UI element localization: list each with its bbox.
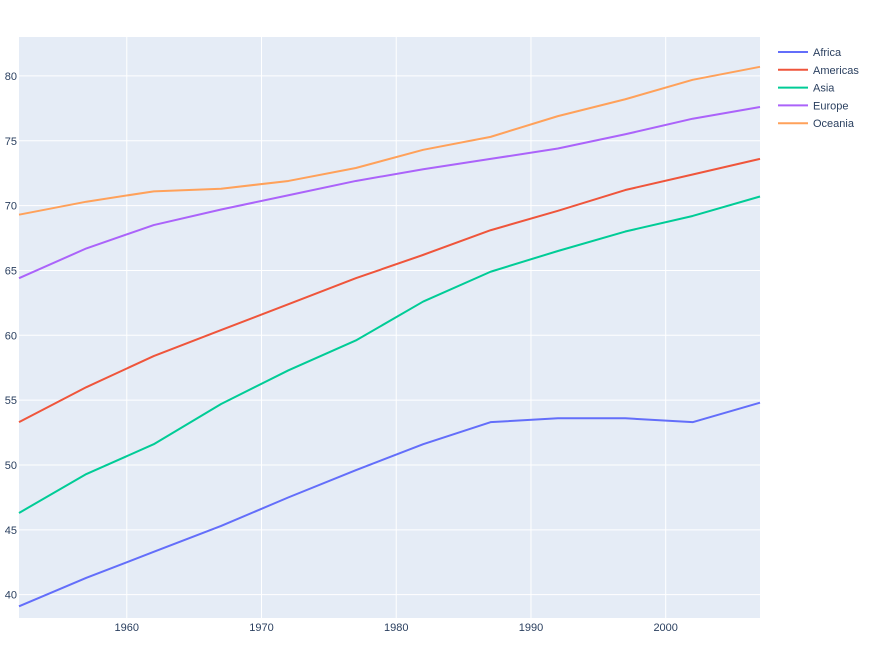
- series-line-africa: [18, 401, 761, 608]
- series-line-asia: [18, 195, 761, 514]
- y-tick-label: 60: [5, 330, 17, 342]
- x-tick-label: 1960: [115, 622, 139, 634]
- y-tick-label: 75: [5, 136, 17, 148]
- series-line-oceania: [18, 65, 761, 216]
- legend-item-americas[interactable]: Americas: [778, 65, 859, 77]
- legend-item-africa[interactable]: Africa: [778, 47, 842, 59]
- y-tick-label: 70: [5, 201, 17, 213]
- y-axis-ticks: 40 45 50 55 60 65 70 75 80: [5, 71, 17, 602]
- legend[interactable]: Africa Americas Asia Europe Oceania: [778, 47, 859, 130]
- plot-background: [19, 37, 760, 618]
- series-line-americas: [18, 157, 761, 424]
- y-tick-label: 80: [5, 71, 17, 83]
- y-tick-label: 40: [5, 590, 17, 602]
- legend-item-oceania[interactable]: Oceania: [778, 118, 855, 130]
- legend-label: Europe: [813, 100, 848, 112]
- x-tick-label: 1990: [519, 622, 543, 634]
- legend-label: Oceania: [813, 118, 855, 130]
- y-tick-label: 50: [5, 460, 17, 472]
- x-tick-label: 2000: [653, 622, 677, 634]
- legend-item-europe[interactable]: Europe: [778, 100, 848, 112]
- series-lines: [18, 65, 761, 608]
- y-tick-label: 45: [5, 525, 17, 537]
- legend-label: Asia: [813, 83, 835, 95]
- x-tick-label: 1980: [384, 622, 408, 634]
- y-tick-label: 65: [5, 265, 17, 277]
- gridlines: [19, 37, 760, 618]
- y-tick-label: 55: [5, 395, 17, 407]
- legend-item-asia[interactable]: Asia: [778, 83, 835, 95]
- x-axis-ticks: 1960 1970 1980 1990 2000: [115, 622, 678, 634]
- x-tick-label: 1970: [249, 622, 273, 634]
- legend-label: Africa: [813, 47, 842, 59]
- legend-label: Americas: [813, 65, 859, 77]
- series-line-europe: [18, 106, 761, 280]
